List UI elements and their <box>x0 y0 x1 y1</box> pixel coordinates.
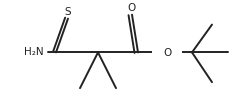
Text: H₂N: H₂N <box>24 47 44 57</box>
Text: S: S <box>65 7 71 17</box>
Text: O: O <box>163 48 171 58</box>
Text: O: O <box>128 3 136 13</box>
